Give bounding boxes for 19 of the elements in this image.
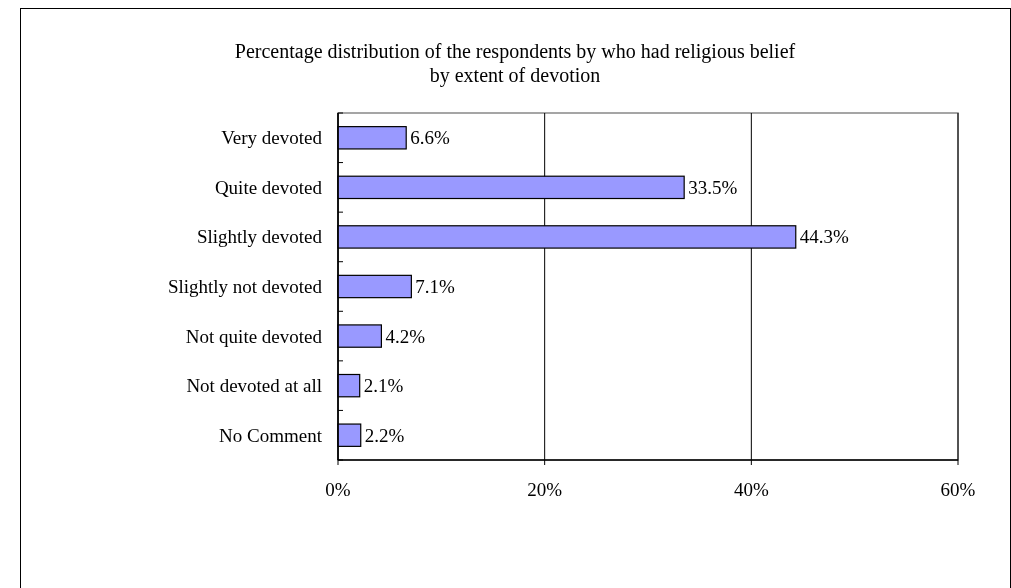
x-tick-label: 40% — [733, 479, 769, 500]
x-tick-label: 0% — [325, 479, 351, 500]
chart-title: Percentage distribution of the respondents by who had religious belief by extent of devotion — [234, 40, 796, 87]
x-tick-label: 20% — [527, 479, 563, 500]
data-label: 6.6% — [410, 127, 450, 149]
y-tick-label: Very devoted — [221, 127, 323, 149]
y-tick-label: Slightly devoted — [196, 226, 323, 248]
data-label: 4.2% — [385, 325, 426, 347]
data-label: 44.3% — [799, 226, 850, 248]
y-tick-label: No Comment — [219, 424, 323, 446]
data-label: 33.5% — [688, 176, 738, 198]
data-label: 2.2% — [364, 424, 405, 446]
data-label: 7.1% — [415, 276, 456, 297]
y-tick-label: Not devoted at all — [186, 375, 322, 397]
data-label: 2.1% — [363, 375, 404, 397]
x-tick-label: 60% — [940, 479, 976, 500]
y-tick-label: Slightly not devoted — [167, 276, 323, 297]
y-tick-label: Quite devoted — [214, 176, 323, 198]
y-tick-label: Not quite devoted — [185, 325, 323, 347]
